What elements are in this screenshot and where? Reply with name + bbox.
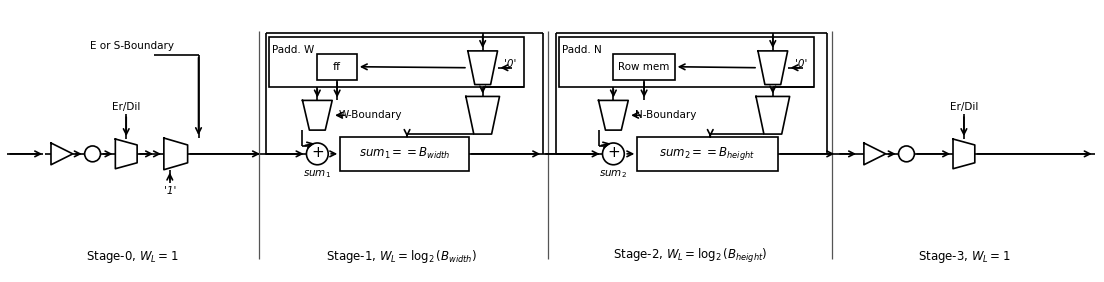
Text: $sum_2$: $sum_2$ <box>599 168 627 180</box>
Polygon shape <box>302 100 332 130</box>
Circle shape <box>307 143 328 165</box>
Text: N-Boundary: N-Boundary <box>635 110 697 120</box>
Bar <box>637 137 777 171</box>
Polygon shape <box>758 51 787 85</box>
Circle shape <box>603 143 624 165</box>
Text: Stage-0, $W_L = 1$: Stage-0, $W_L = 1$ <box>86 249 179 265</box>
Text: Stage-3, $W_L = 1$: Stage-3, $W_L = 1$ <box>917 249 1010 265</box>
Text: '0': '0' <box>795 59 807 69</box>
Bar <box>559 37 815 87</box>
Polygon shape <box>51 143 73 165</box>
Text: $sum_1$: $sum_1$ <box>304 168 331 180</box>
Polygon shape <box>466 96 499 134</box>
Bar <box>268 37 524 87</box>
Text: Stage-1, $W_L = \log_2(B_{width})$: Stage-1, $W_L = \log_2(B_{width})$ <box>326 248 477 265</box>
Polygon shape <box>115 139 137 169</box>
Polygon shape <box>163 138 188 170</box>
Text: Row mem: Row mem <box>618 62 670 72</box>
Text: $sum_2 == B_{height}$: $sum_2 == B_{height}$ <box>659 146 755 162</box>
Text: Er/Dil: Er/Dil <box>112 102 140 112</box>
Polygon shape <box>598 100 628 130</box>
Bar <box>317 54 357 80</box>
Bar <box>614 54 675 80</box>
Text: ff: ff <box>333 62 341 72</box>
Text: W-Boundary: W-Boundary <box>339 110 403 120</box>
Polygon shape <box>756 96 789 134</box>
Text: Padd. N: Padd. N <box>562 45 602 55</box>
Text: '1': '1' <box>163 186 176 195</box>
Text: '0': '0' <box>505 59 517 69</box>
Text: +: + <box>607 146 619 160</box>
Polygon shape <box>864 143 885 165</box>
Text: $sum_1 == B_{width}$: $sum_1 == B_{width}$ <box>359 146 450 161</box>
Text: +: + <box>311 146 323 160</box>
Circle shape <box>899 146 914 162</box>
Bar <box>340 137 469 171</box>
Text: Padd. W: Padd. W <box>272 45 314 55</box>
Text: Er/Dil: Er/Dil <box>949 102 978 112</box>
Text: Stage-2, $W_L = \log_2(B_{height})$: Stage-2, $W_L = \log_2(B_{height})$ <box>614 247 768 265</box>
Circle shape <box>85 146 100 162</box>
Polygon shape <box>953 139 975 169</box>
Polygon shape <box>468 51 498 85</box>
Text: E or S-Boundary: E or S-Boundary <box>89 41 173 51</box>
